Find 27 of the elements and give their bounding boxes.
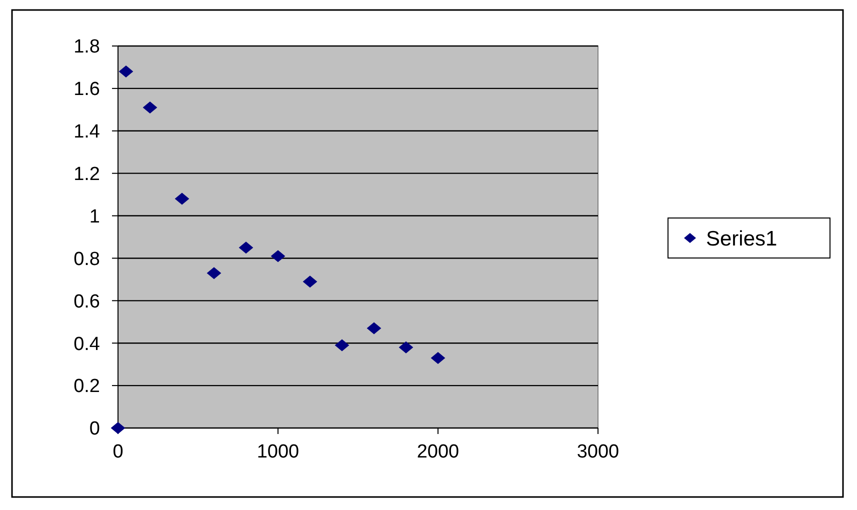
y-tick-label: 0.8 [74,248,100,270]
y-tick-label: 1.6 [74,79,100,100]
point [366,322,382,334]
point [334,339,350,352]
point [206,267,222,280]
x-tick-label: 3000 [576,441,620,462]
y-tick-label: 1.2 [74,164,100,185]
point [302,276,318,288]
point [430,352,446,364]
point [270,250,286,262]
point [398,341,414,354]
y-tick-label: 1 [89,206,100,228]
point [118,65,134,78]
point [110,422,126,434]
x-tick-label: 2000 [416,441,460,462]
y-tick-label: 1.4 [74,122,100,143]
y-tick-label: 1.8 [74,36,100,58]
y-tick-label: 0.6 [74,291,100,312]
x-tick-label: 0 [112,441,124,462]
legend-label: Series1 [706,227,778,250]
point [238,242,254,254]
point [174,192,190,205]
y-tick-label: 0.4 [74,334,100,355]
y-tick-label: 0 [89,418,100,440]
y-tick-label: 0.2 [74,376,100,398]
x-tick-label: 1000 [256,441,300,462]
point [142,102,158,114]
